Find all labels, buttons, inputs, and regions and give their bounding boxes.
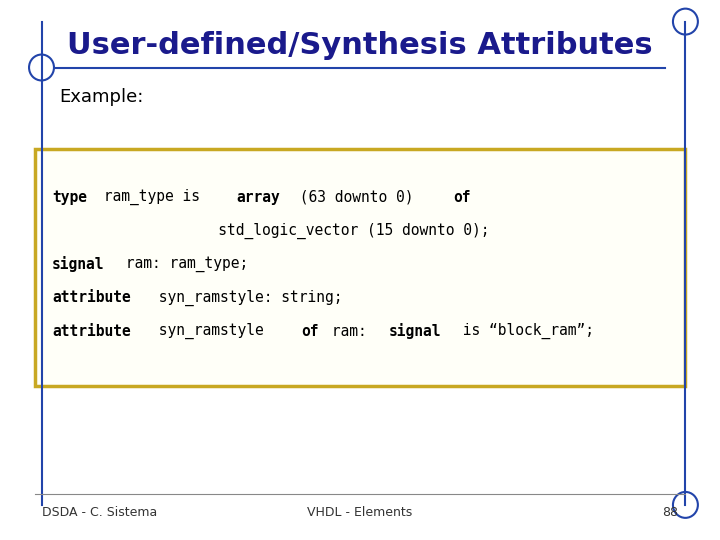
Text: is “block_ram”;: is “block_ram”; <box>454 323 593 339</box>
Text: syn_ramstyle: syn_ramstyle <box>150 323 272 339</box>
Text: VHDL - Elements: VHDL - Elements <box>307 507 413 519</box>
FancyBboxPatch shape <box>35 148 685 386</box>
Text: Example:: Example: <box>59 88 143 106</box>
Text: signal: signal <box>52 256 104 272</box>
Text: (63 downto 0): (63 downto 0) <box>291 190 422 205</box>
Text: ram_type is: ram_type is <box>95 189 209 205</box>
Text: type: type <box>52 190 87 205</box>
Text: User-defined/Synthesis Attributes: User-defined/Synthesis Attributes <box>67 31 653 60</box>
Text: ram: ram_type;: ram: ram_type; <box>117 256 248 272</box>
Text: attribute: attribute <box>52 290 130 305</box>
Text: of: of <box>302 323 319 339</box>
Text: ram:: ram: <box>323 323 376 339</box>
Text: signal: signal <box>389 323 441 339</box>
Text: 88: 88 <box>662 507 678 519</box>
Text: attribute: attribute <box>52 323 130 339</box>
Text: syn_ramstyle: string;: syn_ramstyle: string; <box>150 289 342 306</box>
Text: array: array <box>236 190 280 205</box>
Text: DSDA - C. Sistema: DSDA - C. Sistema <box>42 507 157 519</box>
Text: std_logic_vector (15 downto 0);: std_logic_vector (15 downto 0); <box>52 222 490 239</box>
Text: of: of <box>454 190 471 205</box>
